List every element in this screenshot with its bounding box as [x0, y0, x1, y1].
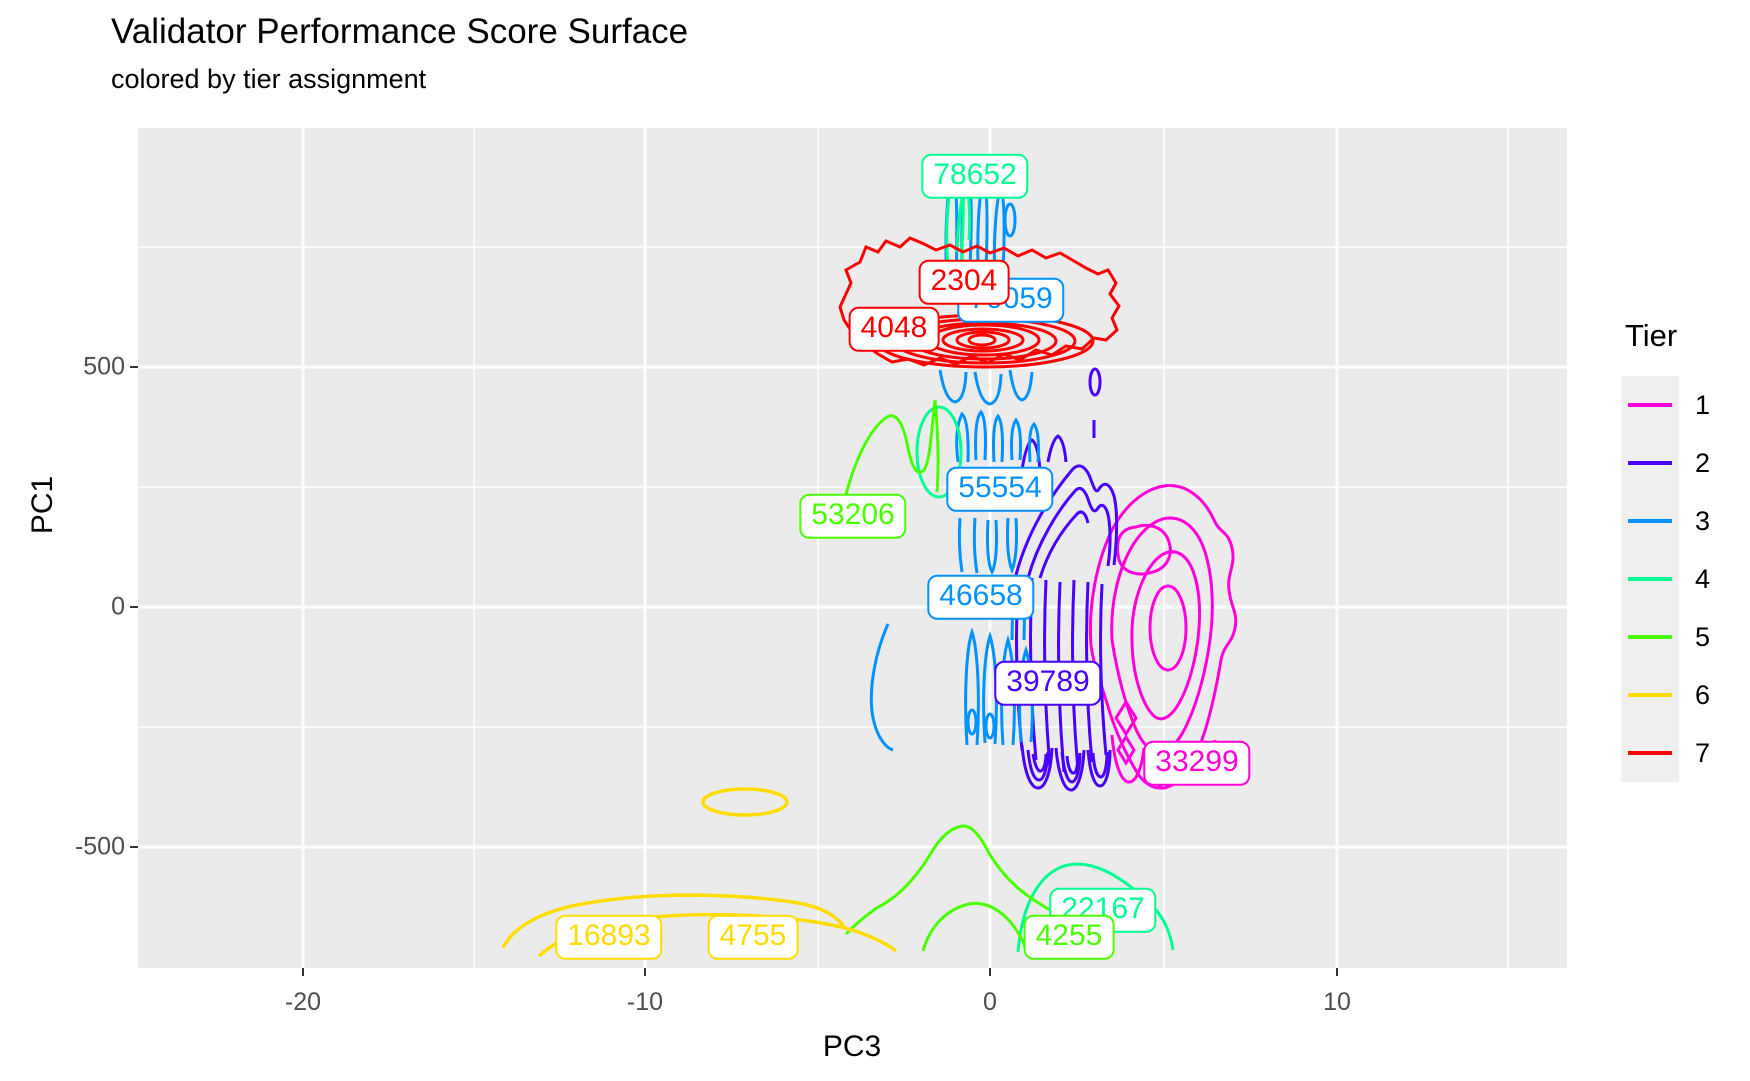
contour-label-4755: 4755 [707, 914, 799, 960]
minor-gridlines [138, 128, 1567, 968]
tier6-line-swatch [1628, 693, 1672, 697]
contour-label-53206: 53206 [799, 493, 907, 539]
legend-key [1621, 724, 1679, 782]
legend-label: 1 [1695, 390, 1711, 420]
tier3-line-swatch [1628, 519, 1672, 523]
contour-label-16893: 16893 [555, 914, 663, 960]
x-tick-label: 0 [983, 988, 997, 1016]
major-gridlines [138, 128, 1567, 968]
legend-item-tier2: 2 [1621, 434, 1750, 492]
x-tick-label: 10 [1323, 988, 1351, 1016]
legend-item-tier5: 5 [1621, 608, 1750, 666]
page-title: Validator Performance Score Surface [111, 12, 689, 51]
x-tick-label: -20 [284, 988, 322, 1016]
x-axis-title: PC3 [822, 1030, 882, 1063]
panel-background [138, 128, 1567, 968]
legend-item-tier4: 4 [1621, 550, 1750, 608]
x-tick-label: -10 [626, 988, 664, 1016]
legend-label: 3 [1695, 506, 1711, 536]
tier2-line-swatch [1628, 461, 1672, 465]
legend-key [1621, 550, 1679, 608]
tier1-line-swatch [1628, 403, 1672, 407]
legend-label: 6 [1695, 680, 1711, 710]
legend-label: 5 [1695, 622, 1711, 652]
legend-item-tier3: 3 [1621, 492, 1750, 550]
legend-item-tier1: 1 [1621, 376, 1750, 434]
legend-key [1621, 492, 1679, 550]
legend-key [1621, 376, 1679, 434]
axis-tick-marks [130, 366, 1338, 976]
y-tick-label: 500 [83, 352, 125, 381]
contour-label-46658: 46658 [927, 574, 1035, 620]
legend-label: 7 [1695, 738, 1711, 768]
legend-label: 2 [1695, 448, 1711, 478]
contour-label-4048: 4048 [848, 306, 940, 352]
y-tick-label: -500 [74, 832, 125, 861]
contour-label-78652: 78652 [921, 153, 1029, 199]
legend-key [1621, 608, 1679, 666]
legend-label: 4 [1695, 564, 1711, 594]
y-axis-title: PC1 [26, 475, 60, 535]
contour-label-33299: 33299 [1143, 740, 1251, 786]
contour-label-55554: 55554 [946, 466, 1054, 512]
legend-key [1621, 666, 1679, 724]
legend-item-tier7: 7 [1621, 724, 1750, 782]
contour-label-2304: 2304 [918, 259, 1010, 305]
legend-key [1621, 434, 1679, 492]
contour-label-4255: 4255 [1023, 914, 1115, 960]
contour-label-39789: 39789 [994, 660, 1102, 706]
legend-title: Tier [1625, 318, 1678, 353]
tier7-line-swatch [1628, 751, 1672, 755]
tier4-line-swatch [1628, 577, 1672, 581]
plot-subtitle: colored by tier assignment [111, 64, 427, 94]
y-tick-label: 0 [111, 592, 125, 621]
tier5-line-swatch [1628, 635, 1672, 639]
legend-item-tier6: 6 [1621, 666, 1750, 724]
